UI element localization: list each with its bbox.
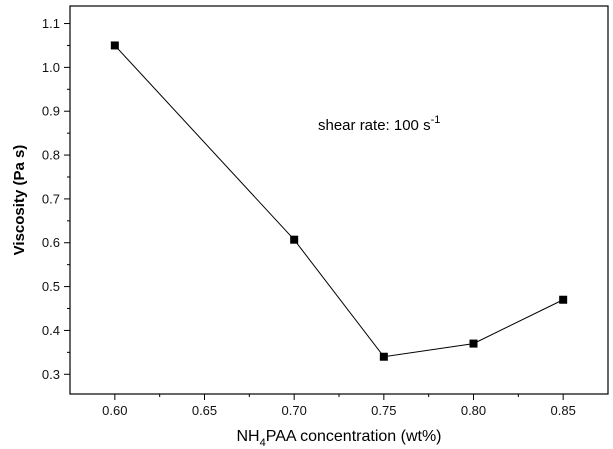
y-tick-label: 0.9 <box>42 104 60 119</box>
y-tick-label: 0.7 <box>42 191 60 206</box>
data-point-marker <box>290 235 299 244</box>
y-tick-label: 0.3 <box>42 367 60 382</box>
annotation-superscript: -1 <box>431 114 441 126</box>
data-point-marker <box>379 352 388 361</box>
plot-frame <box>69 5 609 395</box>
series-line <box>114 45 564 358</box>
data-point-marker <box>469 339 478 348</box>
series-layer <box>110 41 568 361</box>
y-tick-label: 0.4 <box>42 323 60 338</box>
x-tick-label: 0.60 <box>102 403 127 418</box>
y-tick-label: 1.1 <box>42 16 60 31</box>
y-tick-label: 0.6 <box>42 235 60 250</box>
x-tick-label: 0.70 <box>282 403 307 418</box>
data-point-marker <box>559 295 568 304</box>
data-point-marker <box>110 41 119 50</box>
y-axis-title: Viscosity (Pa s) <box>11 145 28 256</box>
y-tick-label: 1.0 <box>42 60 60 75</box>
y-tick-label: 0.5 <box>42 279 60 294</box>
x-tick-label: 0.75 <box>371 403 396 418</box>
x-tick-label: 0.65 <box>192 403 217 418</box>
x-tick-label: 0.80 <box>461 403 486 418</box>
shear-rate-annotation: shear rate: 100 s-1 <box>318 114 440 134</box>
x-axis-ticks: 0.60 0.65 0.70 0.75 0.80 0.85 <box>102 394 576 418</box>
y-tick-label: 0.8 <box>42 148 60 163</box>
x-tick-label: 0.85 <box>551 403 576 418</box>
x-axis-title: NH4PAA concentration (wt%) <box>236 428 441 449</box>
y-axis-ticks: 0.3 0.4 0.5 0.6 0.7 0.8 0.9 1.0 1.1 <box>42 16 70 382</box>
